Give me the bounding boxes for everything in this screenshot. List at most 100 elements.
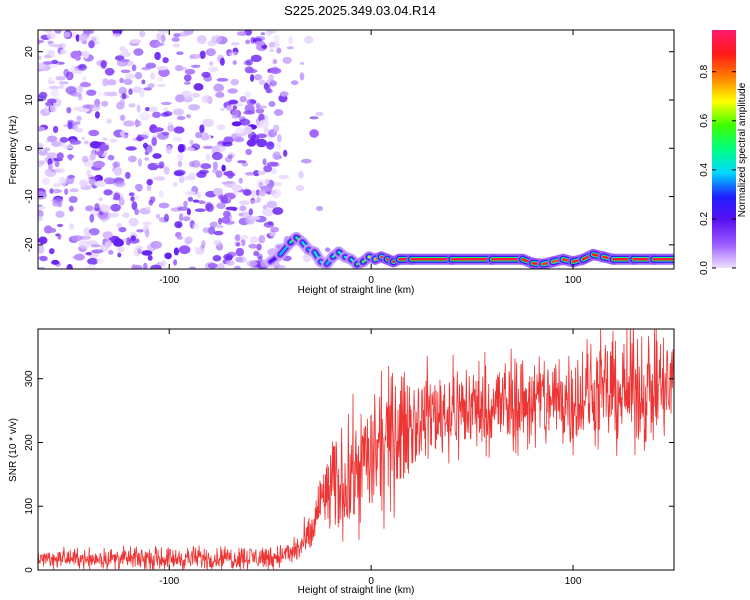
noise-speckle <box>98 197 103 202</box>
noise-speckle <box>202 118 214 128</box>
noise-speckle <box>227 154 233 159</box>
noise-speckle <box>205 153 211 161</box>
noise-speckle <box>316 205 323 212</box>
noise-speckle <box>172 108 185 116</box>
noise-speckle <box>143 262 148 269</box>
noise-speckle <box>228 51 239 57</box>
colorbar-tick-label: 0.0 <box>699 261 710 275</box>
noise-speckle <box>143 87 153 91</box>
noise-speckle <box>301 158 312 164</box>
noise-speckle <box>225 206 238 211</box>
noise-speckle <box>51 140 62 147</box>
noise-speckle <box>183 30 194 36</box>
noise-speckle <box>272 58 278 65</box>
noise-speckle <box>182 216 191 222</box>
noise-speckle <box>73 253 85 261</box>
noise-speckle <box>266 200 278 209</box>
noise-speckle <box>193 83 204 91</box>
noise-speckle <box>68 196 78 203</box>
noise-speckle <box>207 226 216 235</box>
noise-speckle <box>139 112 151 121</box>
noise-speckle <box>248 243 258 249</box>
x-tick-label: -100 <box>159 576 179 587</box>
noise-speckle <box>163 166 170 175</box>
noise-speckle <box>226 170 234 179</box>
noise-speckle <box>194 208 206 212</box>
figure-title: S225.2025.349.03.04.R14 <box>284 3 436 18</box>
noise-speckle <box>56 152 64 160</box>
noise-speckle <box>106 118 112 124</box>
noise-speckle <box>148 199 154 206</box>
spectrogram-ridge <box>264 232 674 269</box>
noise-speckle <box>125 146 137 151</box>
noise-speckle <box>154 42 165 47</box>
noise-speckle <box>216 202 226 209</box>
noise-speckle <box>55 167 66 174</box>
noise-speckle <box>216 77 229 82</box>
noise-speckle <box>103 91 111 97</box>
colorbar-ticks: 0.0 0.2 0.4 0.6 0.8 <box>699 64 736 275</box>
x-tick-label: 0 <box>368 275 374 286</box>
noise-speckle <box>41 177 50 185</box>
spectrogram-x-axis-label: Height of straight line (km) <box>298 285 415 296</box>
noise-speckle <box>221 181 233 185</box>
noise-speckle <box>77 63 88 71</box>
noise-speckle <box>68 205 74 212</box>
noise-speckle <box>103 189 113 196</box>
noise-speckle <box>128 88 133 95</box>
noise-speckle <box>231 184 243 192</box>
noise-speckle <box>88 228 100 236</box>
noise-speckle <box>167 124 175 132</box>
noise-speckle <box>220 107 225 112</box>
noise-speckle <box>263 221 275 228</box>
noise-speckle <box>200 132 209 141</box>
noise-speckle <box>145 62 157 69</box>
noise-speckle <box>89 153 96 161</box>
noise-speckle <box>88 40 95 49</box>
noise-speckle <box>246 68 258 74</box>
noise-speckle <box>176 51 184 55</box>
noise-speckle <box>72 31 77 39</box>
noise-speckle <box>269 67 282 74</box>
noise-speckle <box>173 33 181 38</box>
noise-speckle <box>38 236 48 245</box>
noise-speckle <box>38 150 48 156</box>
noise-speckle <box>274 265 286 269</box>
snr-panel: -100 0 100 0 100 200 300 Height of straight l… <box>8 328 675 596</box>
noise-speckle <box>222 141 233 147</box>
noise-speckle <box>115 180 126 188</box>
noise-speckle <box>79 179 89 188</box>
colorbar-tick-label: 0.6 <box>699 113 710 127</box>
noise-speckle <box>112 33 121 38</box>
noise-speckle <box>150 240 162 249</box>
noise-speckle <box>196 247 205 255</box>
noise-speckle <box>205 48 216 57</box>
noise-speckle <box>134 208 140 216</box>
noise-speckle <box>181 67 188 71</box>
noise-speckle <box>52 125 59 134</box>
noise-speckle <box>44 104 51 113</box>
noise-speckle <box>66 263 73 269</box>
noise-speckle <box>267 30 278 34</box>
noise-speckle <box>230 78 239 86</box>
noise-speckle <box>282 56 292 64</box>
noise-speckle <box>122 238 127 242</box>
noise-speckle <box>158 202 170 209</box>
noise-speckle <box>38 55 42 60</box>
noise-speckle <box>210 35 223 44</box>
noise-speckle <box>189 54 201 59</box>
noise-speckle <box>86 89 97 96</box>
noise-speckle <box>177 160 183 168</box>
noise-speckle <box>245 39 251 45</box>
noise-speckle <box>69 188 79 193</box>
noise-speckle <box>315 111 324 116</box>
noise-speckle <box>136 104 141 113</box>
noise-speckle <box>137 158 142 167</box>
noise-speckle <box>211 152 223 161</box>
spectrogram-x-ticks: -100 0 100 <box>159 30 582 286</box>
noise-speckle <box>276 47 282 54</box>
noise-speckle <box>309 129 319 138</box>
noise-speckle <box>286 46 294 50</box>
noise-speckle <box>79 240 90 250</box>
noise-speckle <box>146 145 153 154</box>
